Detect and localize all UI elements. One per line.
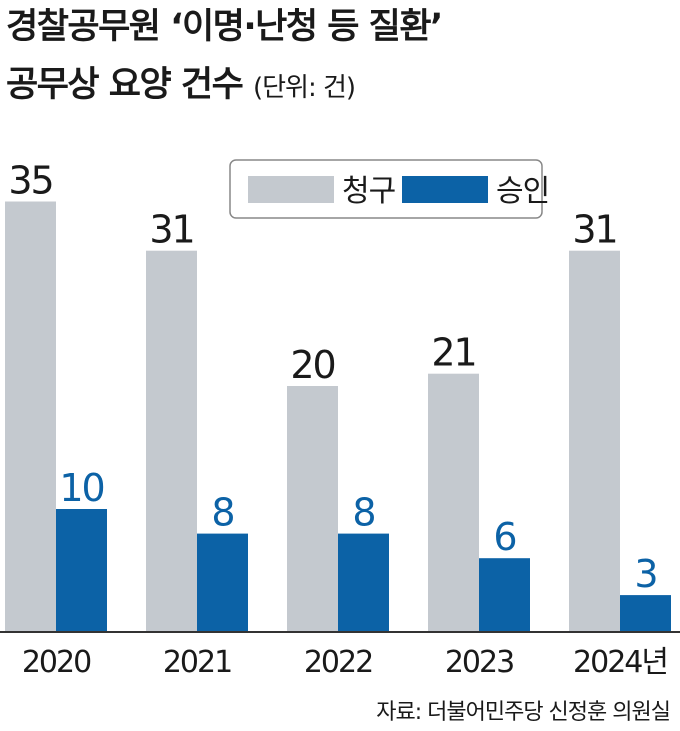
title-line-1: 경찰공무원 ‘이명·난청 등 질환’ [6, 7, 443, 47]
title-line-2-text: 공무상 요양 건수 [6, 65, 244, 105]
legend-label-claim: 청구 [342, 174, 395, 209]
value-label-approval-4: 3 [634, 552, 656, 596]
category-label-3: 2023 [445, 645, 513, 680]
value-label-approval-3: 6 [493, 515, 515, 559]
value-label-claim-2: 20 [290, 343, 334, 387]
value-label-claim-1: 31 [149, 208, 193, 252]
bar-approval-2 [338, 533, 389, 632]
bar-claim-0 [5, 201, 56, 632]
bar-approval-3 [479, 558, 530, 632]
value-label-claim-3: 21 [431, 331, 475, 375]
bar-claim-4 [569, 250, 620, 632]
bar-claim-3 [428, 373, 479, 632]
value-label-claim-0: 35 [8, 159, 52, 203]
category-label-2: 2022 [304, 645, 372, 680]
value-label-approval-2: 8 [352, 491, 374, 535]
value-label-approval-0: 10 [59, 466, 103, 510]
bar-approval-4 [620, 595, 671, 632]
legend-label-approval: 승인 [496, 174, 549, 209]
value-label-approval-1: 8 [211, 491, 233, 535]
category-label-1: 2021 [163, 645, 231, 680]
title-line-2: 공무상 요양 건수 (단위: 건) [6, 65, 356, 105]
bar-claim-2 [287, 386, 338, 632]
unit-label: (단위: 건) [252, 73, 356, 103]
category-label-4: 2024년 [573, 645, 667, 680]
legend-swatch-claim [248, 176, 334, 203]
bars: 35 10 2020 31 8 2021 20 8 2022 21 6 2023 31 3 2024년 [5, 159, 671, 680]
bar-claim-1 [146, 250, 197, 632]
category-label-0: 2020 [22, 645, 91, 680]
bar-approval-1 [197, 533, 248, 632]
legend: 청구 승인 [229, 159, 550, 219]
legend-swatch-approval [402, 176, 488, 203]
bar-approval-0 [56, 509, 107, 632]
source-note: 자료: 더불어민주당 신정훈 의원실 [376, 700, 671, 725]
legend-box [229, 159, 543, 219]
value-label-claim-4: 31 [572, 208, 616, 252]
